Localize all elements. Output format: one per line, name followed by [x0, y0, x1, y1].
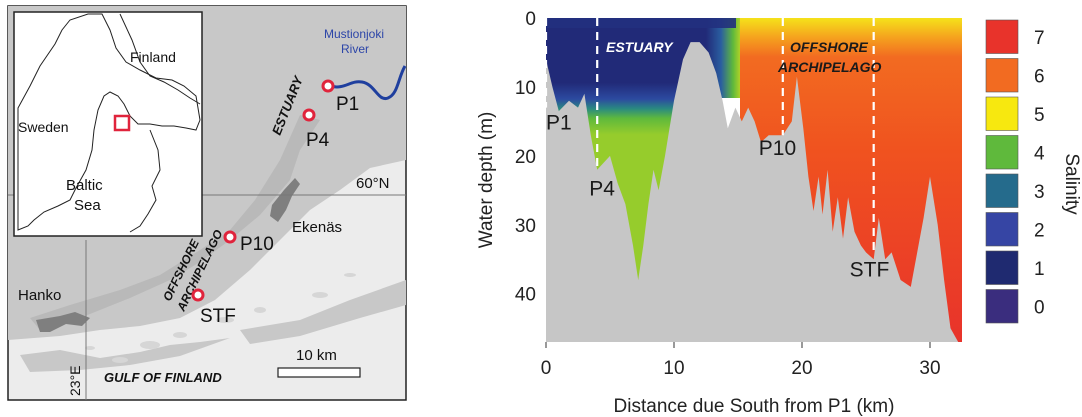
inset-map: Finland Sweden Baltic Sea — [13, 11, 203, 237]
hanko-label: Hanko — [18, 287, 61, 304]
hanko-headland — [36, 312, 90, 332]
x-tick-label: 0 — [541, 358, 552, 379]
colorbar-title: Salinity — [1061, 153, 1082, 215]
axis-ticks: 0 10 20 30 0 10 20 30 40 — [515, 9, 941, 379]
zone-boundaries — [544, 18, 875, 253]
river-label: River — [341, 42, 369, 56]
colorbar-label: 7 — [1034, 28, 1045, 49]
colorbar-label: 0 — [1034, 297, 1045, 318]
site-p1: P1 — [321, 79, 359, 115]
site-label-p10: P10 — [759, 137, 796, 160]
site-label-p4: P4 — [589, 178, 615, 201]
colorbar-label: 6 — [1034, 66, 1045, 87]
islands — [85, 273, 356, 363]
site-p1-label: P1 — [336, 94, 359, 115]
baltic-coast-east — [129, 129, 161, 233]
inset-sea-label: Sea — [74, 197, 101, 214]
site-p4-label: P4 — [306, 130, 330, 151]
colorbar-swatch — [985, 250, 1019, 285]
study-area-map: Finland Sweden Baltic Sea Mustionjoki Ri… — [7, 5, 407, 401]
colorbar-label: 1 — [1034, 259, 1045, 280]
mustionjoki-river — [329, 65, 407, 101]
plot-area — [546, 18, 962, 342]
zone-archipelago-label: ARCHIPELAGO — [777, 59, 882, 75]
y-tick-label: 40 — [515, 285, 536, 306]
colorbar-swatch — [985, 96, 1019, 131]
site-stf-label: STF — [200, 306, 236, 327]
lat-label: 60°N — [356, 175, 390, 192]
scale-bar — [277, 367, 361, 378]
ekenas-label: Ekenäs — [292, 219, 342, 236]
colorbar-swatch — [985, 135, 1019, 170]
mustionjoki-label: Mustionjoki — [324, 27, 384, 41]
site-label-p1: P1 — [546, 112, 572, 135]
x-axis-title: Distance due South from P1 (km) — [614, 396, 895, 417]
inset-finland-label: Finland — [130, 49, 176, 65]
y-axis-title: Water depth (m) — [476, 112, 497, 249]
colorbar-label: 4 — [1034, 143, 1045, 164]
finland-coast — [119, 13, 201, 105]
site-p10: P10 — [223, 230, 274, 255]
colorbar-swatch — [985, 58, 1019, 93]
site-labels: P1 P4 P10 STF — [546, 112, 889, 282]
salinity-colorbar: 7 6 5 4 3 2 1 0 — [985, 19, 1045, 324]
site-stf: STF — [191, 288, 236, 327]
surface-fresh-layer — [546, 18, 736, 28]
site-label-stf: STF — [850, 258, 890, 281]
ekenas-bay — [270, 178, 300, 222]
site-p4: P4 — [302, 108, 330, 151]
site-p10-label: P10 — [240, 234, 274, 255]
lon-label: 23°E — [67, 365, 83, 396]
gulf-label: GULF OF FINLAND — [104, 370, 222, 385]
scandinavia-outline — [17, 13, 201, 231]
y-tick-label: 0 — [525, 9, 536, 30]
inset-sweden-label: Sweden — [18, 119, 69, 135]
x-tick-label: 10 — [663, 358, 684, 379]
colorbar-label: 2 — [1034, 220, 1045, 241]
zone-estuary-label: ESTUARY — [606, 39, 674, 55]
x-tick-label: 20 — [791, 358, 812, 379]
x-tick-label: 30 — [919, 358, 940, 379]
colorbar-swatch — [985, 212, 1019, 247]
colorbar-swatch — [985, 19, 1019, 54]
y-tick-label: 30 — [515, 216, 536, 237]
y-tick-label: 10 — [515, 78, 536, 99]
scale-label: 10 km — [296, 347, 337, 364]
colorbar-label: 3 — [1034, 182, 1045, 203]
colorbar-swatch — [985, 173, 1019, 208]
seafloor — [546, 42, 962, 342]
study-area-marker — [113, 114, 131, 132]
colorbar-swatch — [985, 289, 1019, 324]
zone-offshore-label: OFFSHORE — [790, 39, 868, 55]
colorbar-label: 5 — [1034, 105, 1045, 126]
y-tick-label: 20 — [515, 147, 536, 168]
inset-baltic-label: Baltic — [66, 177, 103, 194]
